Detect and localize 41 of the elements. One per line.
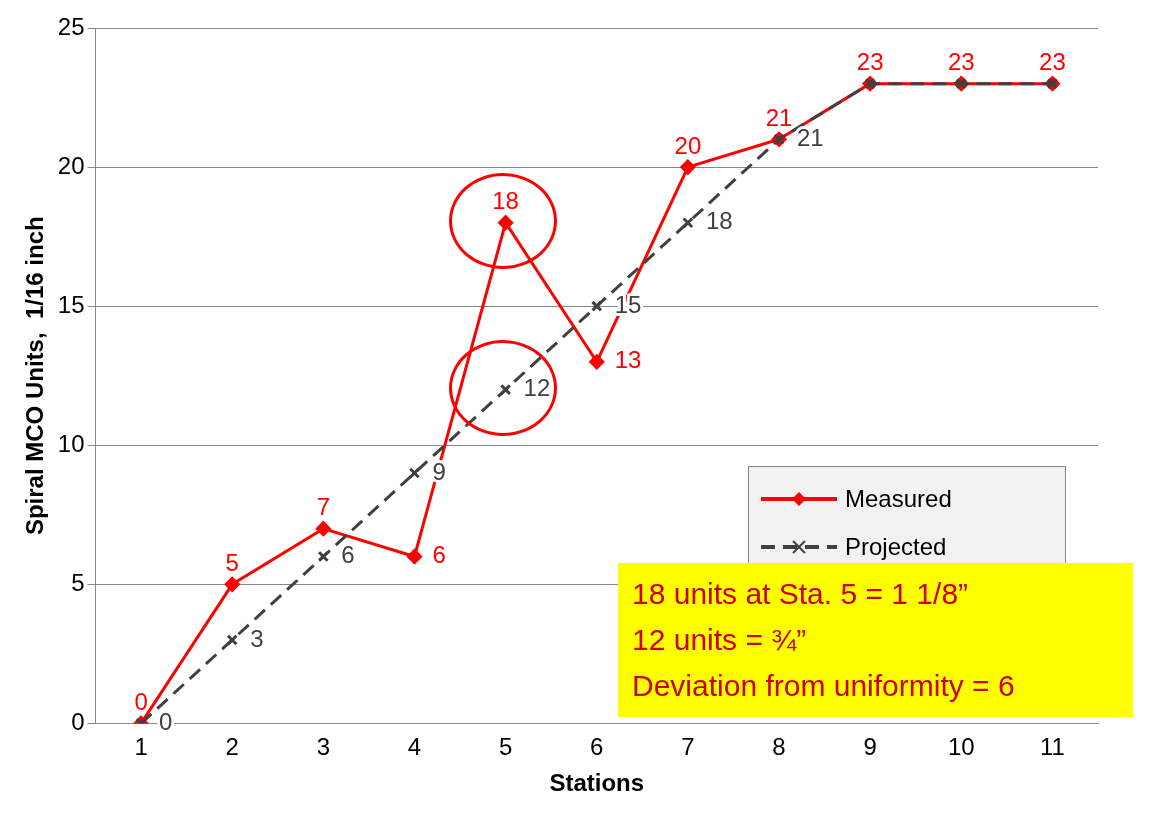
annotation: 18 units at Sta. 5 = 1 1/8” bbox=[632, 576, 970, 613]
data-label: 13 bbox=[614, 346, 642, 374]
x-axis-title: Stations bbox=[549, 769, 645, 797]
x-tick-label: 2 bbox=[225, 733, 239, 761]
data-label: 3 bbox=[250, 624, 264, 652]
data-label: 21 bbox=[797, 123, 824, 151]
legend-label: Measured bbox=[845, 485, 952, 514]
data-label: 12 bbox=[523, 374, 551, 402]
x-tick-label: 3 bbox=[316, 733, 331, 761]
data-label: 23 bbox=[1039, 48, 1066, 76]
y-tick-label: 0 bbox=[71, 708, 85, 736]
x-tick-label: 10 bbox=[947, 733, 975, 761]
data-label: 18 bbox=[705, 207, 733, 235]
data-label: 21 bbox=[765, 103, 793, 131]
data-label: 6 bbox=[432, 541, 446, 569]
data-label: 23 bbox=[856, 48, 884, 76]
y-tick-label: 5 bbox=[71, 568, 85, 596]
annotation: Deviation from uniformity = 6 bbox=[632, 668, 1016, 705]
x-tick-label: 4 bbox=[407, 733, 422, 761]
data-label: 23 bbox=[947, 48, 975, 76]
data-label: 5 bbox=[225, 548, 239, 576]
x-tick-label: 5 bbox=[498, 733, 513, 761]
annotation: 12 units = ¾” bbox=[632, 622, 808, 659]
x-tick-label: 11 bbox=[1039, 733, 1065, 761]
data-label: 0 bbox=[134, 688, 148, 716]
x-tick-label: 7 bbox=[681, 733, 695, 761]
x-tick-label: 9 bbox=[863, 733, 877, 761]
data-label: 18 bbox=[492, 187, 519, 215]
y-tick-label: 15 bbox=[57, 290, 85, 318]
x-tick-label: 8 bbox=[772, 733, 786, 761]
y-tick-label: 25 bbox=[57, 12, 85, 40]
x-tick-label: 1 bbox=[134, 733, 148, 761]
data-label: 20 bbox=[674, 131, 702, 159]
data-label: 6 bbox=[341, 541, 355, 569]
x-tick-label: 6 bbox=[590, 733, 604, 761]
note-box: 18 units at Sta. 5 = 1 1/8” 12 units = ¾” Deviation from uniformity = 6 bbox=[618, 563, 1133, 718]
legend-label: Projected bbox=[845, 533, 947, 562]
y-tick-label: 20 bbox=[57, 151, 85, 179]
data-label: 7 bbox=[316, 493, 331, 521]
y-axis-title: Spiral MCO Units, 1/16 inch bbox=[21, 216, 49, 536]
y-tick-label: 10 bbox=[57, 429, 85, 457]
